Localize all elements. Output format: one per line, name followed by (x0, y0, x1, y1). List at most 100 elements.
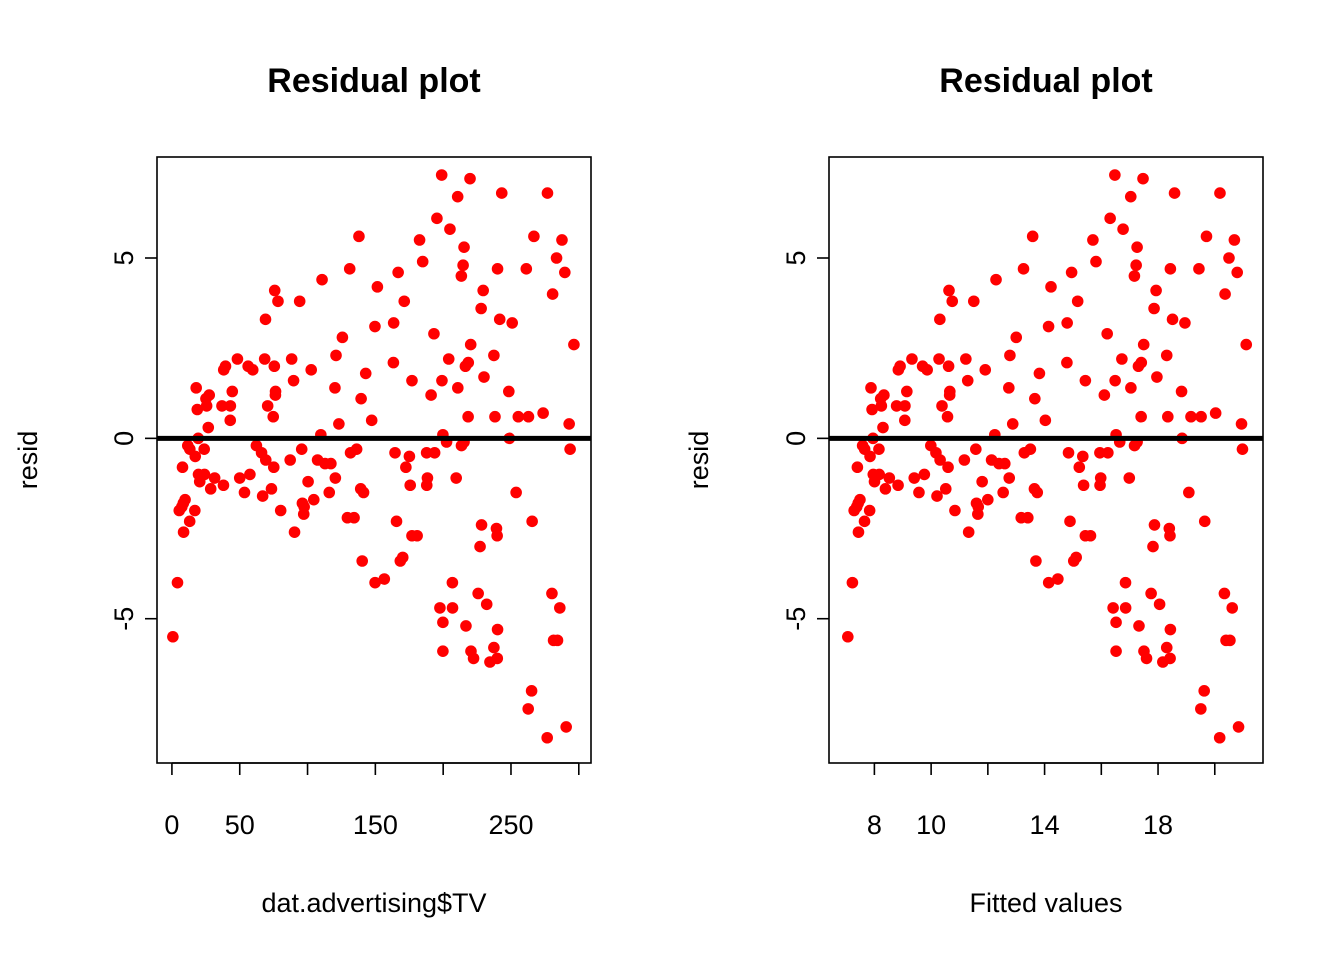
right-residual-point (1024, 443, 1037, 455)
right-residual-point (1064, 515, 1076, 528)
right-residual-point (846, 576, 859, 589)
left-residual-point (307, 493, 320, 506)
left-residual-point (224, 400, 237, 412)
left-residual-point (392, 266, 404, 279)
right-residual-point (962, 526, 975, 538)
left-residual-point (198, 468, 211, 481)
right-y-tick-label: 0 (781, 431, 811, 446)
right-residual-point (942, 360, 955, 373)
right-residual-point (901, 385, 913, 398)
right-residual-point (1232, 721, 1245, 733)
left-residual-point (267, 461, 280, 474)
left-residual-point (183, 515, 196, 528)
right-residual-point (1218, 587, 1231, 600)
left-residual-point (302, 475, 314, 488)
left-residual-point (457, 259, 469, 272)
left-residual-point (272, 295, 284, 308)
left-residual-point (560, 721, 572, 733)
left-residual-point (404, 479, 417, 492)
right-residual-point (1094, 446, 1106, 459)
left-residual-point (261, 400, 274, 412)
left-residual-point (520, 263, 533, 275)
right-residual-point (1164, 263, 1177, 275)
left-residual-point (238, 486, 251, 499)
right-residual-point (913, 486, 925, 499)
left-residual-point (274, 504, 287, 517)
left-residual-point (551, 634, 564, 647)
right-residual-point (852, 526, 865, 538)
left-residual-point (563, 418, 575, 430)
left-residual-point (411, 529, 423, 542)
left-x-tick-label: 150 (353, 810, 398, 840)
right-residual-point (1153, 598, 1166, 611)
right-residual-point (1200, 230, 1213, 243)
right-residual-point (1087, 234, 1099, 246)
right-residual-point (1022, 511, 1034, 524)
left-residual-point (506, 317, 519, 329)
right-residual-point (1110, 645, 1122, 657)
left-residual-point (378, 573, 391, 585)
right-residual-point (1006, 418, 1019, 430)
right-residual-point (864, 450, 876, 463)
right-residual-point (1137, 338, 1150, 351)
right-residual-point (997, 486, 1009, 499)
right-x-tick-label: 8 (867, 810, 882, 840)
left-residual-point (330, 349, 342, 362)
left-residual-point (428, 327, 440, 340)
right-residual-point (918, 468, 931, 481)
right-x-axis-label: Fitted values (969, 888, 1122, 918)
right-residual-point (933, 353, 945, 365)
right-residual-point (1003, 472, 1016, 484)
right-residual-point (1214, 187, 1226, 199)
left-residual-point (526, 515, 538, 528)
left-residual-point (208, 472, 221, 484)
left-residual-point (428, 446, 441, 459)
right-residual-point (942, 461, 954, 474)
right-residual-point (1042, 576, 1055, 589)
right-residual-point (863, 504, 876, 517)
right-residual-point (1119, 576, 1132, 589)
left-residual-point (477, 284, 489, 297)
right-residual-point (1226, 602, 1239, 614)
left-residual-point (462, 356, 475, 369)
left-residual-point (467, 652, 480, 665)
right-residual-point (1071, 295, 1084, 308)
right-residual-point (1065, 266, 1078, 279)
right-residual-point (890, 400, 903, 412)
right-residual-point (879, 483, 892, 495)
right-residual-point (1029, 392, 1041, 405)
right-y-tick-label: -5 (781, 607, 811, 631)
right-residual-point (939, 483, 952, 495)
left-residual-point (189, 504, 201, 517)
right-residual-point (949, 504, 961, 517)
left-residual-point (356, 555, 369, 567)
left-residual-point (177, 526, 190, 538)
left-residual-point (387, 356, 400, 369)
right-residual-point (1101, 327, 1113, 340)
right-residual-point (1162, 410, 1174, 423)
right-residual-point (1135, 356, 1148, 369)
left-residual-point (403, 450, 416, 463)
left-residual-point (564, 443, 576, 455)
right-residual-point (1235, 418, 1248, 430)
right-residual-point (873, 443, 885, 455)
right-residual-point (1147, 540, 1159, 553)
right-residual-point (1110, 616, 1122, 629)
left-residual-point (200, 400, 213, 412)
left-x-tick-label: 50 (225, 810, 255, 840)
left-residual-point (348, 511, 360, 524)
right-residual-point (1052, 573, 1064, 585)
right-residual-point (1166, 313, 1179, 326)
right-residual-point (1107, 602, 1119, 614)
left-residual-point (398, 295, 411, 308)
right-residual-point (1031, 486, 1044, 499)
right-chart-title: Residual plot (939, 62, 1152, 100)
right-residual-point (958, 454, 971, 466)
left-residual-point (369, 320, 381, 333)
right-residual-point (1228, 234, 1241, 246)
right-residual-point (1135, 410, 1147, 423)
right-residual-point (1195, 703, 1207, 715)
right-residual-point (1017, 263, 1030, 275)
left-residual-point (217, 479, 230, 492)
